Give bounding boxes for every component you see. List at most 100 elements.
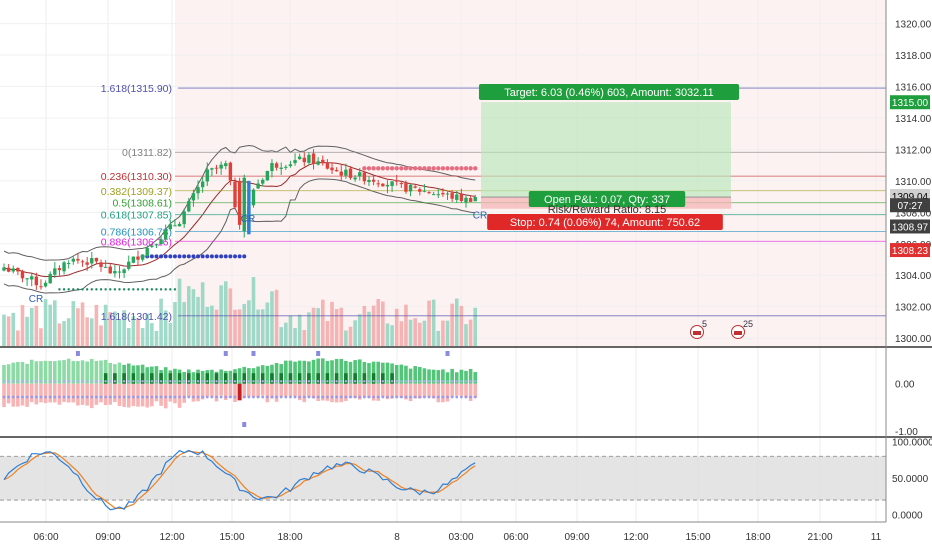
candle-body — [57, 268, 62, 271]
volume-bar — [274, 289, 279, 346]
histogram-bar-up — [94, 360, 99, 384]
volume-bar — [344, 330, 348, 346]
marker-square — [75, 351, 80, 356]
candle-body — [94, 257, 99, 262]
stochastic-pane[interactable] — [0, 449, 886, 511]
histogram-core — [251, 373, 256, 384]
histogram-bar-up — [454, 372, 459, 384]
signal-dot — [372, 395, 375, 399]
resistance-dot — [412, 166, 418, 171]
candle-body — [422, 190, 427, 192]
signal-dot — [441, 380, 445, 383]
signal-dot — [395, 395, 399, 399]
histogram-bar-up — [334, 358, 339, 384]
candle-body — [427, 192, 431, 194]
histogram-bar-down — [297, 383, 302, 401]
volume-bar — [196, 296, 200, 346]
candle-body — [321, 159, 325, 164]
time-tick-label: 12:00 — [623, 532, 648, 543]
resistance-dot — [436, 166, 441, 171]
histogram-bar-up — [145, 367, 150, 384]
histogram-bar-up — [53, 361, 57, 384]
fib-label: 1.618(1315.90) — [101, 83, 172, 95]
histogram-bar-up — [436, 370, 441, 384]
volume-bar — [16, 330, 20, 346]
chart-background — [175, 0, 886, 346]
main-price-pane[interactable]: 1.618(1315.90) 0(1311.82) 0.236(1310.30) 0.… — [2, 83, 886, 346]
signal-dot — [76, 380, 80, 383]
cr-dot — [242, 254, 247, 259]
support-dot — [155, 288, 158, 291]
signal-dot — [321, 395, 325, 399]
osc-tick-label: 0.00 — [895, 380, 915, 391]
volume-bar — [173, 302, 177, 346]
price-tick-label: 1318.00 — [895, 51, 932, 62]
histogram-core — [325, 373, 330, 384]
candle-body — [66, 263, 71, 265]
fib-label: 0.236(1310.30) — [101, 171, 172, 183]
signal-dot — [72, 380, 75, 383]
oscillator-pane[interactable] — [2, 351, 478, 427]
candle-body — [16, 267, 20, 272]
volume-bar — [223, 281, 228, 346]
histogram-core — [113, 373, 117, 384]
candle-body — [455, 194, 459, 200]
signal-dot — [44, 380, 47, 383]
signal-dot — [446, 380, 449, 383]
candle-body — [25, 278, 29, 280]
histogram-bar-up — [16, 361, 20, 384]
signal-dot — [159, 380, 163, 383]
signal-dot — [99, 380, 103, 383]
histogram-bar-down — [284, 383, 288, 397]
histogram-bar-down — [117, 383, 122, 406]
event-count: 5 — [702, 319, 707, 329]
signal-dot — [53, 395, 57, 399]
histogram-bar-down — [422, 383, 427, 398]
histogram-bar-up — [108, 362, 113, 384]
candle-body — [339, 171, 343, 176]
histogram-core — [288, 373, 293, 384]
support-dot — [118, 288, 121, 291]
histogram-bar-up — [191, 372, 196, 384]
histogram-bar-down — [168, 383, 173, 402]
cr-dot — [209, 254, 214, 259]
histogram-core — [390, 373, 394, 384]
support-dot — [109, 288, 112, 291]
cr-dot — [182, 254, 187, 259]
histogram-bar-down — [344, 383, 348, 401]
histogram-bar-up — [219, 369, 223, 384]
time-tick-label: 18:00 — [745, 532, 770, 543]
histogram-bar-down — [473, 383, 478, 398]
histogram-bar-up — [404, 365, 408, 384]
histogram-bar-down — [468, 383, 473, 401]
signal-dot — [390, 380, 394, 383]
histogram-core — [223, 373, 228, 384]
volume-bar — [71, 301, 76, 346]
histogram-core — [177, 373, 182, 384]
volume-bar — [431, 299, 436, 346]
histogram-bar-down — [445, 383, 450, 402]
histogram-bar-down — [274, 383, 279, 402]
histogram-bar-up — [413, 366, 417, 384]
price-badge — [890, 243, 930, 258]
histogram-bar-down — [339, 383, 344, 403]
histogram-bar-down — [279, 383, 283, 397]
volume-bar — [270, 291, 274, 346]
signal-dot — [215, 380, 218, 383]
signal-dot — [284, 395, 288, 399]
histogram-bar-down — [66, 383, 71, 403]
candle-body — [71, 258, 75, 262]
volume-bar — [34, 305, 39, 346]
histogram-core — [279, 373, 283, 384]
signal-dot — [372, 380, 375, 383]
signal-dot — [224, 380, 227, 383]
volume-bar — [381, 301, 385, 346]
signal-dot — [155, 380, 158, 383]
volume-bar — [228, 288, 233, 346]
histogram-bar-up — [2, 364, 6, 384]
time-tick-label: 06:00 — [33, 532, 58, 543]
signal-dot — [427, 395, 431, 399]
candle-body — [381, 183, 385, 187]
candle-body — [316, 161, 320, 165]
